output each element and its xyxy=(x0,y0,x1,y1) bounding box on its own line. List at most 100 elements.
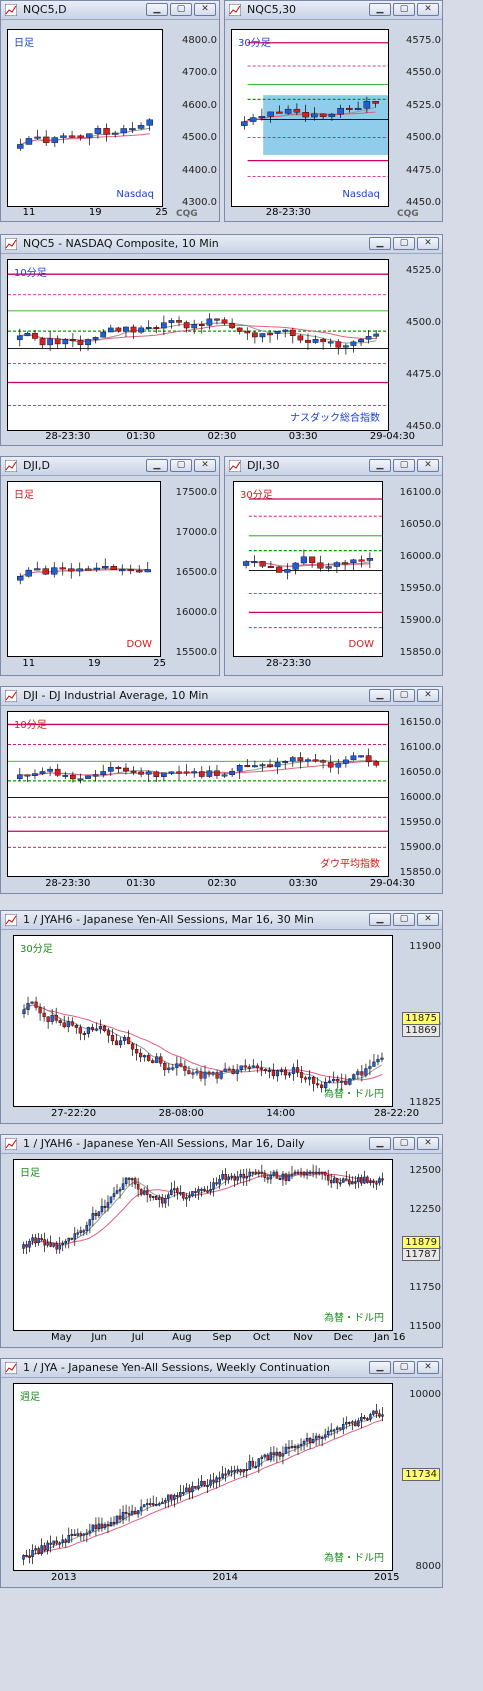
maximize-button[interactable]: ▢ xyxy=(393,459,415,472)
y-tick-label: 15900.0 xyxy=(399,615,441,626)
chart-window-nqc5-daily[interactable]: NQC5,D ▁ ▢ ✕ 日足 Nasdaq 4800.0 4700.0 4600.0 45… xyxy=(0,0,220,222)
title-bar[interactable]: 1 / JYA - Japanese Yen-All Sessions, Wee… xyxy=(1,1359,442,1378)
x-tick-label: Nov xyxy=(293,1332,313,1343)
close-button[interactable]: ✕ xyxy=(417,689,439,702)
x-tick-label: 03:30 xyxy=(288,878,318,889)
close-button[interactable]: ✕ xyxy=(417,1137,439,1150)
chart-plot-area[interactable]: 日足 DOW xyxy=(7,481,161,657)
x-tick-label: Aug xyxy=(172,1332,192,1343)
close-button[interactable]: ✕ xyxy=(417,3,439,16)
y-tick-label: 16000.0 xyxy=(399,551,441,562)
minimize-button[interactable]: ▁ xyxy=(146,459,168,472)
chart-plot-area[interactable]: 週足 為替・ドル円 xyxy=(13,1383,393,1571)
x-tick-label: Jun xyxy=(91,1332,107,1343)
close-button[interactable]: ✕ xyxy=(194,459,216,472)
maximize-button[interactable]: ▢ xyxy=(393,1361,415,1374)
chart-plot-area[interactable]: 30分足 DOW xyxy=(233,481,383,657)
close-button[interactable]: ✕ xyxy=(194,3,216,16)
chart-window-jyah6-30min[interactable]: 1 / JYAH6 - Japanese Yen-All Sessions, M… xyxy=(0,910,443,1124)
x-tick-label: 03:30 xyxy=(288,431,318,442)
minimize-button[interactable]: ▁ xyxy=(369,1137,391,1150)
timeframe-label: 日足 xyxy=(20,1168,40,1179)
y-tick-label: 4500.0 xyxy=(406,317,441,328)
x-tick-label: 2015 xyxy=(374,1572,400,1583)
maximize-button[interactable]: ▢ xyxy=(393,237,415,250)
chart-plot-area[interactable]: 10分足 ナスダック総合指数 xyxy=(7,259,389,431)
title-bar[interactable]: NQC5,D ▁ ▢ ✕ xyxy=(1,1,219,20)
window-title: 1 / JYAH6 - Japanese Yen-All Sessions, M… xyxy=(23,913,314,926)
close-button[interactable]: ✕ xyxy=(417,237,439,250)
y-tick-label: 4300.0 xyxy=(182,197,217,208)
title-bar[interactable]: DJI,D ▁ ▢ ✕ xyxy=(1,457,219,476)
x-tick-label: 27-22:20 xyxy=(51,1108,97,1119)
y-tick-label: 16000.0 xyxy=(175,607,217,618)
x-tick-label: 14:00 xyxy=(266,1108,296,1119)
minimize-button[interactable]: ▁ xyxy=(369,1361,391,1374)
chart-plot-area[interactable]: 日足 Nasdaq xyxy=(7,29,163,207)
minimize-button[interactable]: ▁ xyxy=(369,689,391,702)
x-tick-label: 02:30 xyxy=(207,431,237,442)
timeframe-label: 30分足 xyxy=(238,38,271,49)
timeframe-label: 30分足 xyxy=(20,944,53,955)
x-axis: 2013 2014 2015 xyxy=(13,1572,399,1584)
minimize-button[interactable]: ▁ xyxy=(369,3,391,16)
chart-window-nqc5-10min[interactable]: NQC5 - NASDAQ Composite, 10 Min ▁ ▢ ✕ 10分足… xyxy=(0,234,443,446)
title-bar[interactable]: DJI - DJ Industrial Average, 10 Min ▁ ▢ ✕ xyxy=(1,687,442,706)
chart-window-dji-10min[interactable]: DJI - DJ Industrial Average, 10 Min ▁ ▢ ✕ … xyxy=(0,686,443,894)
close-button[interactable]: ✕ xyxy=(417,913,439,926)
maximize-button[interactable]: ▢ xyxy=(393,689,415,702)
y-tick-label: 4800.0 xyxy=(182,35,217,46)
candlestick-chart xyxy=(241,42,388,177)
maximize-button[interactable]: ▢ xyxy=(393,1137,415,1150)
title-bar[interactable]: 1 / JYAH6 - Japanese Yen-All Sessions, M… xyxy=(1,911,442,930)
title-bar[interactable]: 1 / JYAH6 - Japanese Yen-All Sessions, M… xyxy=(1,1135,442,1154)
chart-app-icon xyxy=(5,460,17,472)
close-button[interactable]: ✕ xyxy=(417,1361,439,1374)
y-tick-label: 4450.0 xyxy=(406,197,441,208)
chart-window-dji-30min[interactable]: DJI,30 ▁ ▢ ✕ 30分足 DOW 16100.0 16050.0 16000.0… xyxy=(224,456,443,676)
y-tick-label: 4500.0 xyxy=(182,132,217,144)
candlestick-chart xyxy=(17,558,151,585)
candlestick-chart xyxy=(22,1164,384,1255)
x-axis: 27-22:20 28-08:00 14:00 28-22:20 xyxy=(13,1108,419,1120)
y-tick-label: 11900 xyxy=(409,941,441,952)
maximize-button[interactable]: ▢ xyxy=(170,3,192,16)
minimize-button[interactable]: ▁ xyxy=(369,237,391,250)
maximize-button[interactable]: ▢ xyxy=(393,913,415,926)
title-bar[interactable]: DJI,30 ▁ ▢ ✕ xyxy=(225,457,442,476)
cqg-logo: CQG xyxy=(176,209,198,219)
candlestick-chart xyxy=(22,1403,384,1566)
minimize-button[interactable]: ▁ xyxy=(369,913,391,926)
x-tick-label: Sep xyxy=(212,1332,232,1343)
chart-window-jya-weekly[interactable]: 1 / JYA - Japanese Yen-All Sessions, Wee… xyxy=(0,1358,443,1588)
y-tick-label: 4400.0 xyxy=(182,164,217,176)
y-tick-label: 15950.0 xyxy=(399,583,441,594)
maximize-button[interactable]: ▢ xyxy=(393,3,415,16)
x-tick-label: 19 xyxy=(87,658,101,669)
y-tick-label: 15850.0 xyxy=(399,647,441,658)
y-tick-label: 16100.0 xyxy=(399,487,441,498)
chart-window-dji-daily[interactable]: DJI,D ▁ ▢ ✕ 日足 DOW 17500.0 17000.0 16500.0 160… xyxy=(0,456,220,676)
close-button[interactable]: ✕ xyxy=(417,459,439,472)
maximize-button[interactable]: ▢ xyxy=(170,459,192,472)
candlestick-chart xyxy=(22,996,384,1093)
minimize-button[interactable]: ▁ xyxy=(146,3,168,16)
title-bar[interactable]: NQC5 - NASDAQ Composite, 10 Min ▁ ▢ ✕ xyxy=(1,235,442,254)
x-axis: 28-23:30 01:30 02:30 03:30 29-04:30 xyxy=(7,431,415,443)
y-tick-label: 15500.0 xyxy=(175,647,217,658)
chart-plot-area[interactable]: 日足 為替・ドル円 xyxy=(13,1159,393,1331)
candlestick-chart xyxy=(243,498,382,629)
minimize-button[interactable]: ▁ xyxy=(369,459,391,472)
candlestick-chart xyxy=(8,723,388,848)
chart-plot-area[interactable]: 10分足 ダウ平均指数 xyxy=(7,711,389,877)
chart-plot-area[interactable]: 30分足 Nasdaq xyxy=(231,29,389,207)
chart-window-jyah6-daily[interactable]: 1 / JYAH6 - Japanese Yen-All Sessions, M… xyxy=(0,1134,443,1348)
x-tick-label: 29-04:30 xyxy=(369,431,416,442)
instrument-label: 為替・ドル円 xyxy=(324,1553,384,1564)
x-tick-label: 11 xyxy=(22,658,36,669)
chart-window-nqc5-30min[interactable]: NQC5,30 ▁ ▢ ✕ 30分足 Nasdaq 4575.0 4550.0 4525.… xyxy=(224,0,443,222)
y-tick-label: 11500 xyxy=(409,1321,441,1332)
chart-plot-area[interactable]: 30分足 為替・ドル円 xyxy=(13,935,393,1107)
title-bar[interactable]: NQC5,30 ▁ ▢ ✕ xyxy=(225,1,442,20)
y-tick-label: 4525.0 xyxy=(406,99,441,111)
